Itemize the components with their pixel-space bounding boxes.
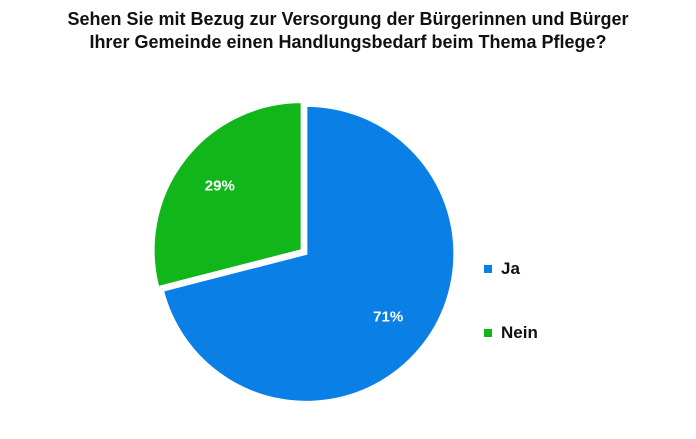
slice-label-ja: 71% xyxy=(373,308,403,325)
legend-item-ja: Ja xyxy=(484,257,538,281)
chart-legend: Ja Nein xyxy=(484,257,538,385)
legend-item-nein: Nein xyxy=(484,321,538,345)
chart-title-line-1: Sehen Sie mit Bezug zur Versorgung der B… xyxy=(67,9,629,29)
slice-label-nein: 29% xyxy=(205,178,235,195)
legend-label-nein: Nein xyxy=(501,323,538,342)
legend-label-ja: Ja xyxy=(501,259,520,278)
legend-swatch-ja xyxy=(484,265,492,273)
chart-title: Sehen Sie mit Bezug zur Versorgung der B… xyxy=(0,8,696,54)
legend-swatch-nein xyxy=(484,329,492,337)
chart-title-line-2: Ihrer Gemeinde einen Handlungsbedarf bei… xyxy=(89,32,607,52)
pie-slice-nein xyxy=(152,101,303,289)
pie-slice-ja xyxy=(161,104,456,403)
